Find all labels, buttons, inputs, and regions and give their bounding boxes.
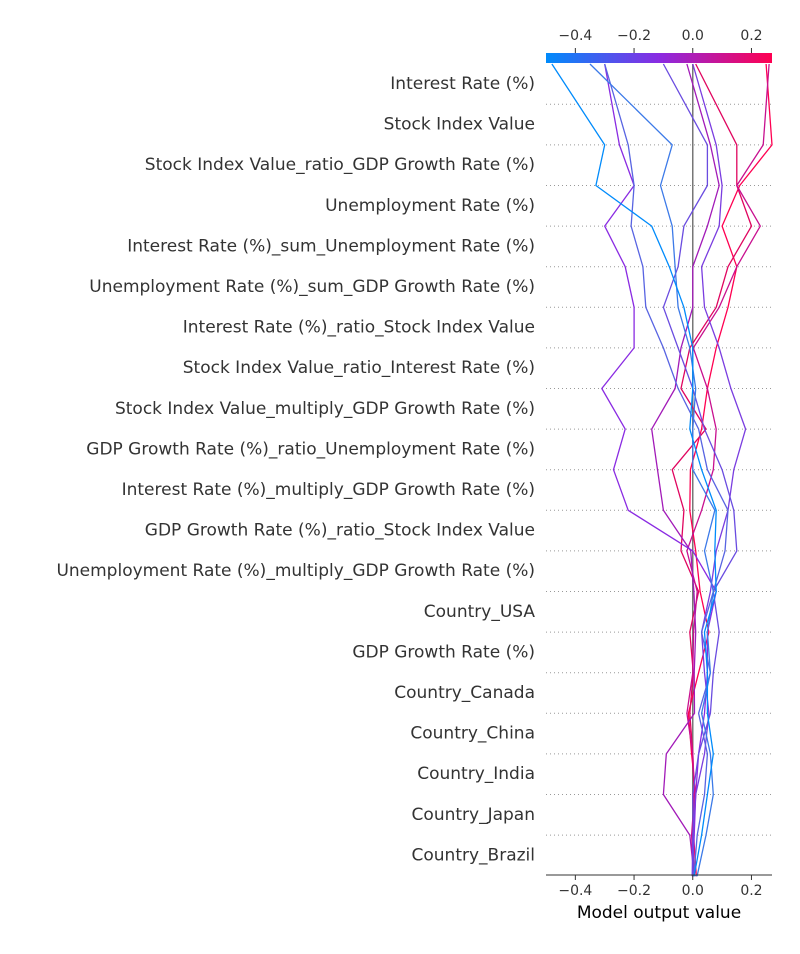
- feature-label: Country_China: [410, 724, 535, 744]
- feature-label: Interest Rate (%): [390, 74, 535, 94]
- decision-path-7: [604, 63, 729, 877]
- feature-label: Stock Index Value_ratio_GDP Growth Rate …: [145, 155, 535, 175]
- decision-path-2: [686, 63, 770, 877]
- feature-label: Interest Rate (%)_ratio_Stock Index Valu…: [183, 318, 535, 338]
- grid-lines: [546, 103, 772, 836]
- x-axis-ticks: −0.4 −0.4 −0.2 −0.2 0.0 0.0 0.2 0.2: [558, 28, 762, 899]
- bottom-tick-label: 0.2: [740, 883, 762, 899]
- feature-label: GDP Growth Rate (%)_ratio_Unemployment R…: [86, 439, 535, 459]
- feature-label: Interest Rate (%)_sum_Unemployment Rate …: [127, 236, 535, 256]
- feature-label: Stock Index Value_ratio_Interest Rate (%…: [183, 358, 535, 378]
- feature-label: Unemployment Rate (%)_sum_GDP Growth Rat…: [89, 277, 535, 297]
- feature-label: Country_India: [417, 764, 535, 784]
- feature-label: Interest Rate (%)_multiply_GDP Growth Ra…: [122, 480, 535, 500]
- decision-path-4: [601, 63, 717, 877]
- decision-path-3: [651, 63, 720, 877]
- bottom-tick-label: −0.4: [558, 883, 592, 899]
- feature-label: Country_Canada: [394, 683, 535, 703]
- feature-labels: Interest Rate (%) Stock Index Value Stock …: [56, 74, 535, 865]
- feature-label: Stock Index Value: [384, 115, 535, 135]
- colorbar: [546, 53, 772, 63]
- decision-paths: [551, 63, 773, 877]
- feature-label: Stock Index Value_multiply_GDP Growth Ra…: [115, 399, 535, 419]
- feature-label: Unemployment Rate (%)_multiply_GDP Growt…: [56, 561, 535, 581]
- top-tick-label: −0.2: [617, 28, 651, 44]
- top-tick-label: −0.4: [558, 28, 592, 44]
- top-tick-label: 0.2: [740, 28, 762, 44]
- feature-label: GDP Growth Rate (%)_ratio_Stock Index Va…: [145, 521, 535, 541]
- decision-path-9: [551, 63, 717, 877]
- decision-path-8: [589, 63, 716, 877]
- bottom-tick-label: 0.0: [682, 883, 704, 899]
- feature-label: Country_Japan: [412, 805, 535, 825]
- colorbar-strip: [546, 53, 772, 63]
- decision-path-6: [662, 63, 738, 877]
- top-tick-label: 0.0: [682, 28, 704, 44]
- x-axis-label: Model output value: [577, 903, 741, 923]
- feature-label: GDP Growth Rate (%): [352, 642, 535, 662]
- feature-label: Country_Brazil: [412, 845, 535, 865]
- bottom-tick-label: −0.2: [617, 883, 651, 899]
- feature-label: Country_USA: [424, 602, 536, 622]
- feature-label: Unemployment Rate (%): [325, 196, 535, 216]
